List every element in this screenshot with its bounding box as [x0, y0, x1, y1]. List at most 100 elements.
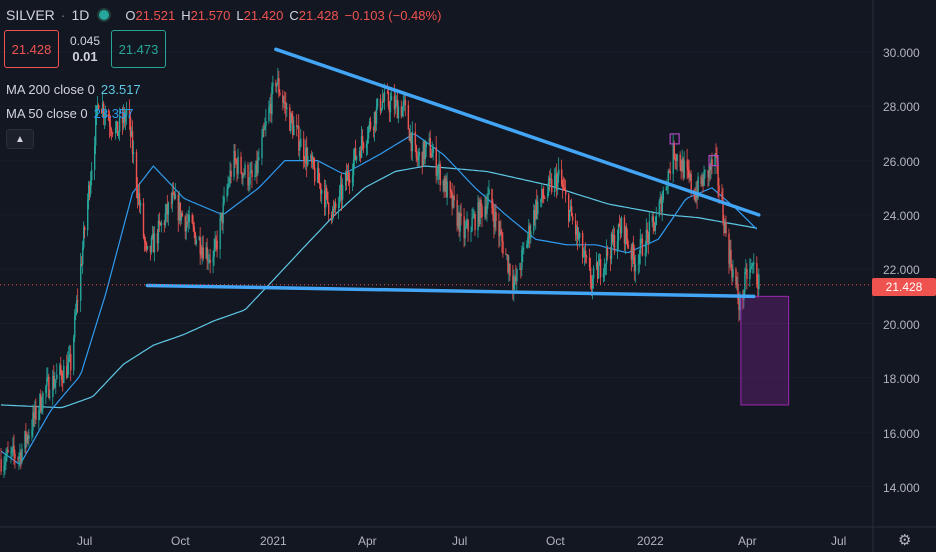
candle-body — [340, 184, 343, 200]
candle-body — [228, 183, 230, 185]
quantity-input[interactable]: 0.01 — [72, 49, 98, 64]
candle-body — [84, 227, 86, 231]
candle-body — [611, 233, 614, 243]
candle-body — [180, 212, 183, 221]
candle-body — [212, 256, 214, 263]
candle-body — [695, 192, 697, 201]
projection-box[interactable] — [740, 295, 790, 406]
candle-body — [337, 203, 340, 209]
candle-body — [325, 188, 327, 208]
gear-icon[interactable]: ⚙ — [898, 532, 912, 549]
candle-body — [355, 156, 358, 160]
candle-body — [191, 214, 193, 224]
candle-body — [250, 170, 252, 172]
x-tick: Jul — [831, 534, 847, 548]
candle-body — [244, 164, 246, 175]
ma50-legend[interactable]: MA 50 close 0 23.357 — [6, 106, 133, 121]
candle-body — [46, 378, 48, 387]
candle-body — [178, 202, 181, 221]
candle-body — [150, 237, 153, 253]
candle-body — [592, 267, 595, 279]
candle-body — [569, 206, 572, 210]
candle-body — [438, 164, 440, 169]
candle-body — [644, 252, 647, 256]
candle-body — [188, 214, 191, 222]
candle-body — [53, 375, 55, 388]
candle-body — [297, 126, 299, 128]
candle-body — [658, 201, 661, 216]
candle-body — [485, 206, 487, 215]
candle-body — [589, 267, 592, 284]
candle-body — [32, 412, 34, 431]
candle-body — [595, 262, 598, 268]
candle-body — [654, 224, 657, 231]
candle-body — [271, 86, 273, 115]
candle-body — [446, 181, 448, 198]
candle-body — [376, 98, 379, 108]
descending-resistance-trendline[interactable] — [274, 47, 761, 217]
candle-body — [361, 136, 364, 143]
candle-body — [716, 155, 718, 163]
candle-body — [216, 240, 218, 250]
candle-body — [3, 465, 5, 472]
candle-body — [206, 247, 208, 261]
candle-body — [409, 132, 412, 141]
candle-body — [746, 268, 748, 280]
candle-body — [47, 376, 49, 379]
candle-body — [638, 253, 641, 264]
candle-body — [689, 174, 691, 178]
candle-body — [610, 233, 613, 259]
event-marker[interactable] — [669, 133, 680, 145]
candle-body — [697, 176, 699, 198]
candle-body — [609, 255, 612, 259]
candle-body — [209, 259, 211, 263]
ohlc-legend: SILVER · 1D O 21.521 H 21.570 L 21.420 C 21.… — [6, 7, 441, 23]
candle-body — [460, 213, 462, 217]
candle-body — [464, 226, 466, 239]
candle-body — [374, 112, 377, 124]
candle-body — [522, 248, 524, 251]
candle-body — [710, 159, 712, 171]
y-tick: 24.000 — [883, 209, 920, 223]
sell-button[interactable]: 21.428 — [4, 30, 59, 68]
candle-body — [424, 146, 427, 160]
buy-button[interactable]: 21.473 — [111, 30, 166, 68]
candle-body — [757, 284, 759, 290]
high-value: 21.570 — [190, 7, 231, 23]
collapse-legend-button[interactable]: ▲ — [6, 129, 34, 149]
candle-body — [226, 189, 228, 197]
interval-label[interactable]: 1D — [71, 7, 90, 23]
candle-body — [731, 266, 733, 278]
candle-body — [213, 248, 215, 257]
candle-body — [17, 458, 19, 460]
candle-body — [481, 206, 483, 217]
candle-body — [714, 153, 716, 166]
candle-body — [299, 146, 301, 151]
candle-body — [179, 202, 182, 221]
event-marker[interactable] — [708, 155, 719, 167]
candle-body — [547, 192, 549, 198]
candle-body — [268, 107, 270, 122]
x-tick: Apr — [358, 534, 377, 548]
candle-body — [688, 170, 690, 178]
trade-panel: 21.428 0.045 0.01 21.473 — [4, 30, 166, 68]
candle-body — [523, 247, 525, 249]
candle-body — [488, 189, 490, 195]
candle-body — [443, 180, 445, 191]
candle-body — [686, 160, 688, 168]
candle-body — [457, 213, 459, 226]
support-trendline[interactable] — [145, 283, 756, 299]
candle-body — [616, 240, 619, 252]
candle-body — [509, 263, 511, 276]
open-label: O — [125, 7, 136, 23]
ma200-label: MA 200 close 0 — [6, 82, 95, 97]
symbol-label[interactable]: SILVER — [6, 7, 55, 23]
candle-body — [646, 229, 649, 234]
ma200-legend[interactable]: MA 200 close 0 23.517 — [6, 82, 141, 97]
candle-body — [255, 160, 257, 176]
candle-body — [76, 300, 78, 313]
candle-body — [173, 192, 176, 199]
candle-body — [683, 160, 685, 178]
candle-body — [568, 194, 570, 221]
